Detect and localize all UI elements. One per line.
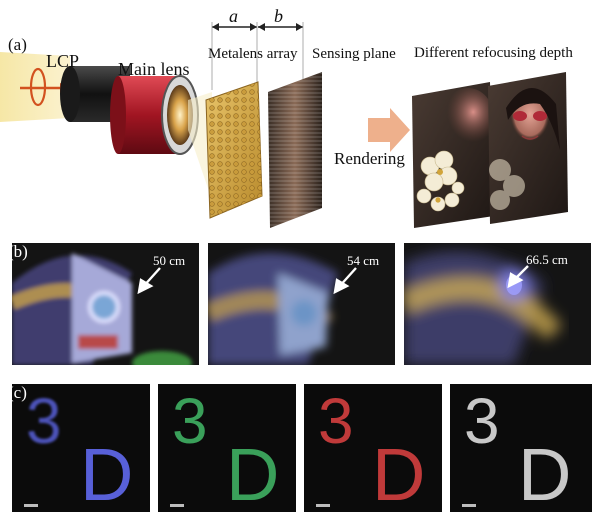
- distance-label-66-5cm: 66.5 cm: [526, 252, 568, 267]
- refocused-image-far: [488, 72, 568, 224]
- refocusing-depth-label: Different refocusing depth: [414, 45, 573, 61]
- letter-d-blue: D: [80, 433, 134, 512]
- lcp-label: LCP: [46, 51, 80, 71]
- distance-label-54cm: 54 cm: [347, 253, 380, 268]
- panel-a-label: (a): [8, 35, 27, 54]
- scale-bar: [170, 504, 184, 507]
- sensing-plane-label: Sensing plane: [312, 46, 396, 62]
- digit-3-red: 3: [318, 385, 354, 457]
- digit-3-blue: 3: [26, 385, 62, 457]
- rocket-image-50cm: [12, 243, 199, 365]
- scale-bar: [462, 504, 476, 507]
- metalens-array-label: Metalens array: [208, 46, 298, 62]
- panel-a-illustration: [0, 22, 568, 228]
- distance-label-50cm: 50 cm: [153, 253, 186, 268]
- panel-b-label: (b): [8, 242, 28, 261]
- letter-d-white: D: [518, 433, 572, 512]
- dimension-b-label: b: [274, 6, 283, 26]
- letters-3d-tile-red: 3 D: [304, 384, 442, 512]
- letter-d-red: D: [372, 433, 426, 512]
- scale-bar: [24, 504, 38, 507]
- panel-c: 3 D 3 D 3 D 3 D (c): [0, 380, 604, 516]
- main-lens-label: Main lens: [118, 59, 190, 79]
- letters-3d-tile-green: 3 D: [158, 384, 296, 512]
- rendering-arrow: [368, 108, 410, 152]
- digit-3-white: 3: [464, 385, 500, 457]
- scale-bar: [316, 504, 330, 507]
- letters-3d-tile-blue: 3 D: [12, 384, 150, 512]
- distance-arrows: [137, 265, 529, 295]
- refocused-image-near: [412, 82, 494, 228]
- rendering-label: Rendering: [334, 149, 405, 168]
- letters-3d-tile-white: 3 D: [450, 384, 592, 512]
- rocket-image-54cm: [208, 243, 395, 365]
- dimension-a-label: a: [229, 6, 238, 26]
- digit-3-green: 3: [172, 385, 208, 457]
- panel-c-label: (c): [8, 383, 27, 402]
- panel-b: (b) 50 cm 54 cm 66.5 cm: [0, 238, 604, 368]
- panel-a: (a) LCP Main lens a b Metalens array Sen…: [0, 0, 604, 236]
- letter-d-green: D: [226, 433, 280, 512]
